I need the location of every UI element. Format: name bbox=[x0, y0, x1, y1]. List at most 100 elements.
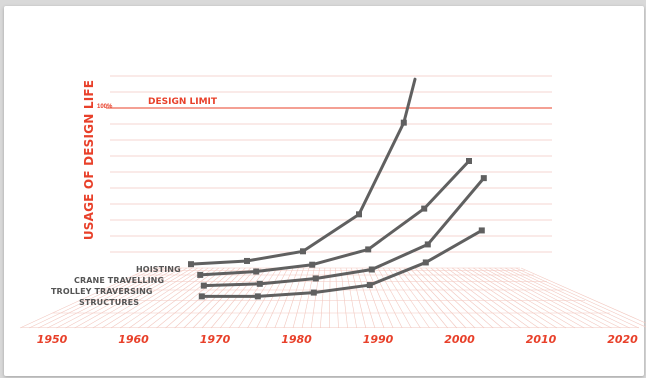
floor-line bbox=[247, 267, 283, 329]
series-line-structures bbox=[200, 228, 484, 298]
floor-line bbox=[19, 267, 151, 329]
floor-line bbox=[219, 267, 267, 329]
data-point bbox=[188, 261, 194, 268]
floor-line bbox=[520, 267, 646, 324]
floor-line bbox=[110, 267, 204, 329]
grid-lines bbox=[110, 75, 552, 253]
floor-line bbox=[451, 267, 539, 329]
floor-line bbox=[147, 267, 225, 329]
floor-line bbox=[462, 267, 558, 329]
floor-line bbox=[388, 267, 430, 329]
floor-line bbox=[393, 267, 439, 329]
floor-line bbox=[65, 267, 177, 329]
series-line-trolley-traversing bbox=[202, 176, 486, 288]
data-point bbox=[366, 282, 373, 289]
data-point bbox=[312, 275, 319, 282]
floor-line bbox=[446, 267, 530, 329]
floor-line bbox=[28, 267, 156, 329]
floor-line bbox=[351, 267, 367, 329]
floor-line bbox=[183, 267, 246, 329]
design-limit-label: DESIGN LIMIT bbox=[148, 97, 218, 107]
floor-line bbox=[192, 267, 251, 329]
data-point bbox=[253, 268, 260, 275]
x-tick-label: 2000 bbox=[444, 333, 475, 346]
floor-line bbox=[430, 267, 503, 329]
floor-line bbox=[210, 267, 262, 329]
floor-line bbox=[201, 267, 257, 329]
floor-line bbox=[156, 267, 230, 329]
floor-line bbox=[414, 267, 476, 329]
floor-line bbox=[372, 267, 403, 329]
data-point bbox=[254, 293, 261, 300]
floor-line bbox=[256, 267, 289, 329]
y-tick-100-label: 100% bbox=[97, 104, 113, 110]
floor-line bbox=[345, 267, 357, 329]
floor-line bbox=[129, 267, 214, 329]
floor-line bbox=[38, 267, 161, 329]
data-point bbox=[424, 241, 431, 248]
floor-line bbox=[504, 267, 630, 329]
floor-line bbox=[499, 267, 621, 329]
floor-line bbox=[457, 267, 548, 329]
x-tick-label: 1990 bbox=[362, 333, 394, 346]
x-tick-label: 2020 bbox=[607, 333, 638, 346]
floor-line bbox=[340, 267, 348, 329]
data-point bbox=[421, 205, 428, 212]
data-point bbox=[400, 119, 407, 126]
data-point bbox=[309, 261, 316, 268]
x-tick-label: 1960 bbox=[118, 333, 149, 346]
data-point bbox=[244, 257, 250, 264]
floor-line bbox=[92, 267, 193, 329]
y-axis-label: USAGE OF DESIGN LIFE bbox=[82, 79, 96, 241]
series-markers bbox=[188, 119, 487, 300]
floor-line bbox=[441, 267, 521, 329]
data-point bbox=[365, 246, 372, 253]
data-point bbox=[368, 266, 375, 273]
floor-line bbox=[467, 267, 567, 329]
floor-line bbox=[274, 267, 299, 329]
series-label-crane-travelling: CRANE TRAVELLING bbox=[74, 276, 165, 285]
floor-line bbox=[119, 267, 209, 329]
floor-line bbox=[356, 267, 376, 329]
floor-line bbox=[56, 267, 172, 329]
floor-line bbox=[489, 267, 603, 329]
floor-line bbox=[335, 267, 339, 329]
floor-line bbox=[265, 267, 294, 329]
floor-line bbox=[436, 267, 512, 329]
floor-line bbox=[515, 267, 646, 328]
floor-line bbox=[473, 267, 576, 329]
x-tick-label: 2010 bbox=[525, 333, 557, 346]
floor-line bbox=[329, 267, 331, 329]
series-lines bbox=[189, 77, 486, 298]
floor-line bbox=[83, 267, 188, 329]
data-point bbox=[356, 211, 362, 218]
data-point bbox=[310, 289, 317, 296]
floor-line bbox=[47, 267, 167, 329]
floor-line bbox=[425, 267, 494, 329]
data-point bbox=[256, 280, 263, 287]
series-label-structures: STRUCTURES bbox=[79, 298, 140, 307]
floor-line bbox=[367, 267, 394, 329]
floor-line bbox=[420, 267, 485, 329]
series-label-hoisting: HOISTING bbox=[136, 265, 181, 274]
data-point bbox=[198, 293, 205, 300]
data-point bbox=[478, 227, 485, 234]
series-line-hoisting bbox=[189, 77, 417, 266]
data-point bbox=[480, 175, 487, 182]
series-label-trolley-traversing: TROLLEY TRAVERSING bbox=[51, 287, 153, 296]
data-point bbox=[197, 271, 204, 278]
floor-line bbox=[74, 267, 182, 329]
floor-line bbox=[483, 267, 594, 329]
floor-line bbox=[283, 267, 304, 329]
series-line-crane-travelling bbox=[198, 159, 471, 277]
x-tick-label: 1950 bbox=[36, 333, 68, 346]
floor-line bbox=[398, 267, 448, 329]
data-point bbox=[422, 259, 429, 266]
floor-line bbox=[478, 267, 585, 329]
chart-card bbox=[4, 6, 644, 376]
floor-line bbox=[229, 267, 273, 329]
floor-line bbox=[494, 267, 612, 329]
floor-line bbox=[138, 267, 220, 329]
floor-line bbox=[510, 267, 639, 329]
